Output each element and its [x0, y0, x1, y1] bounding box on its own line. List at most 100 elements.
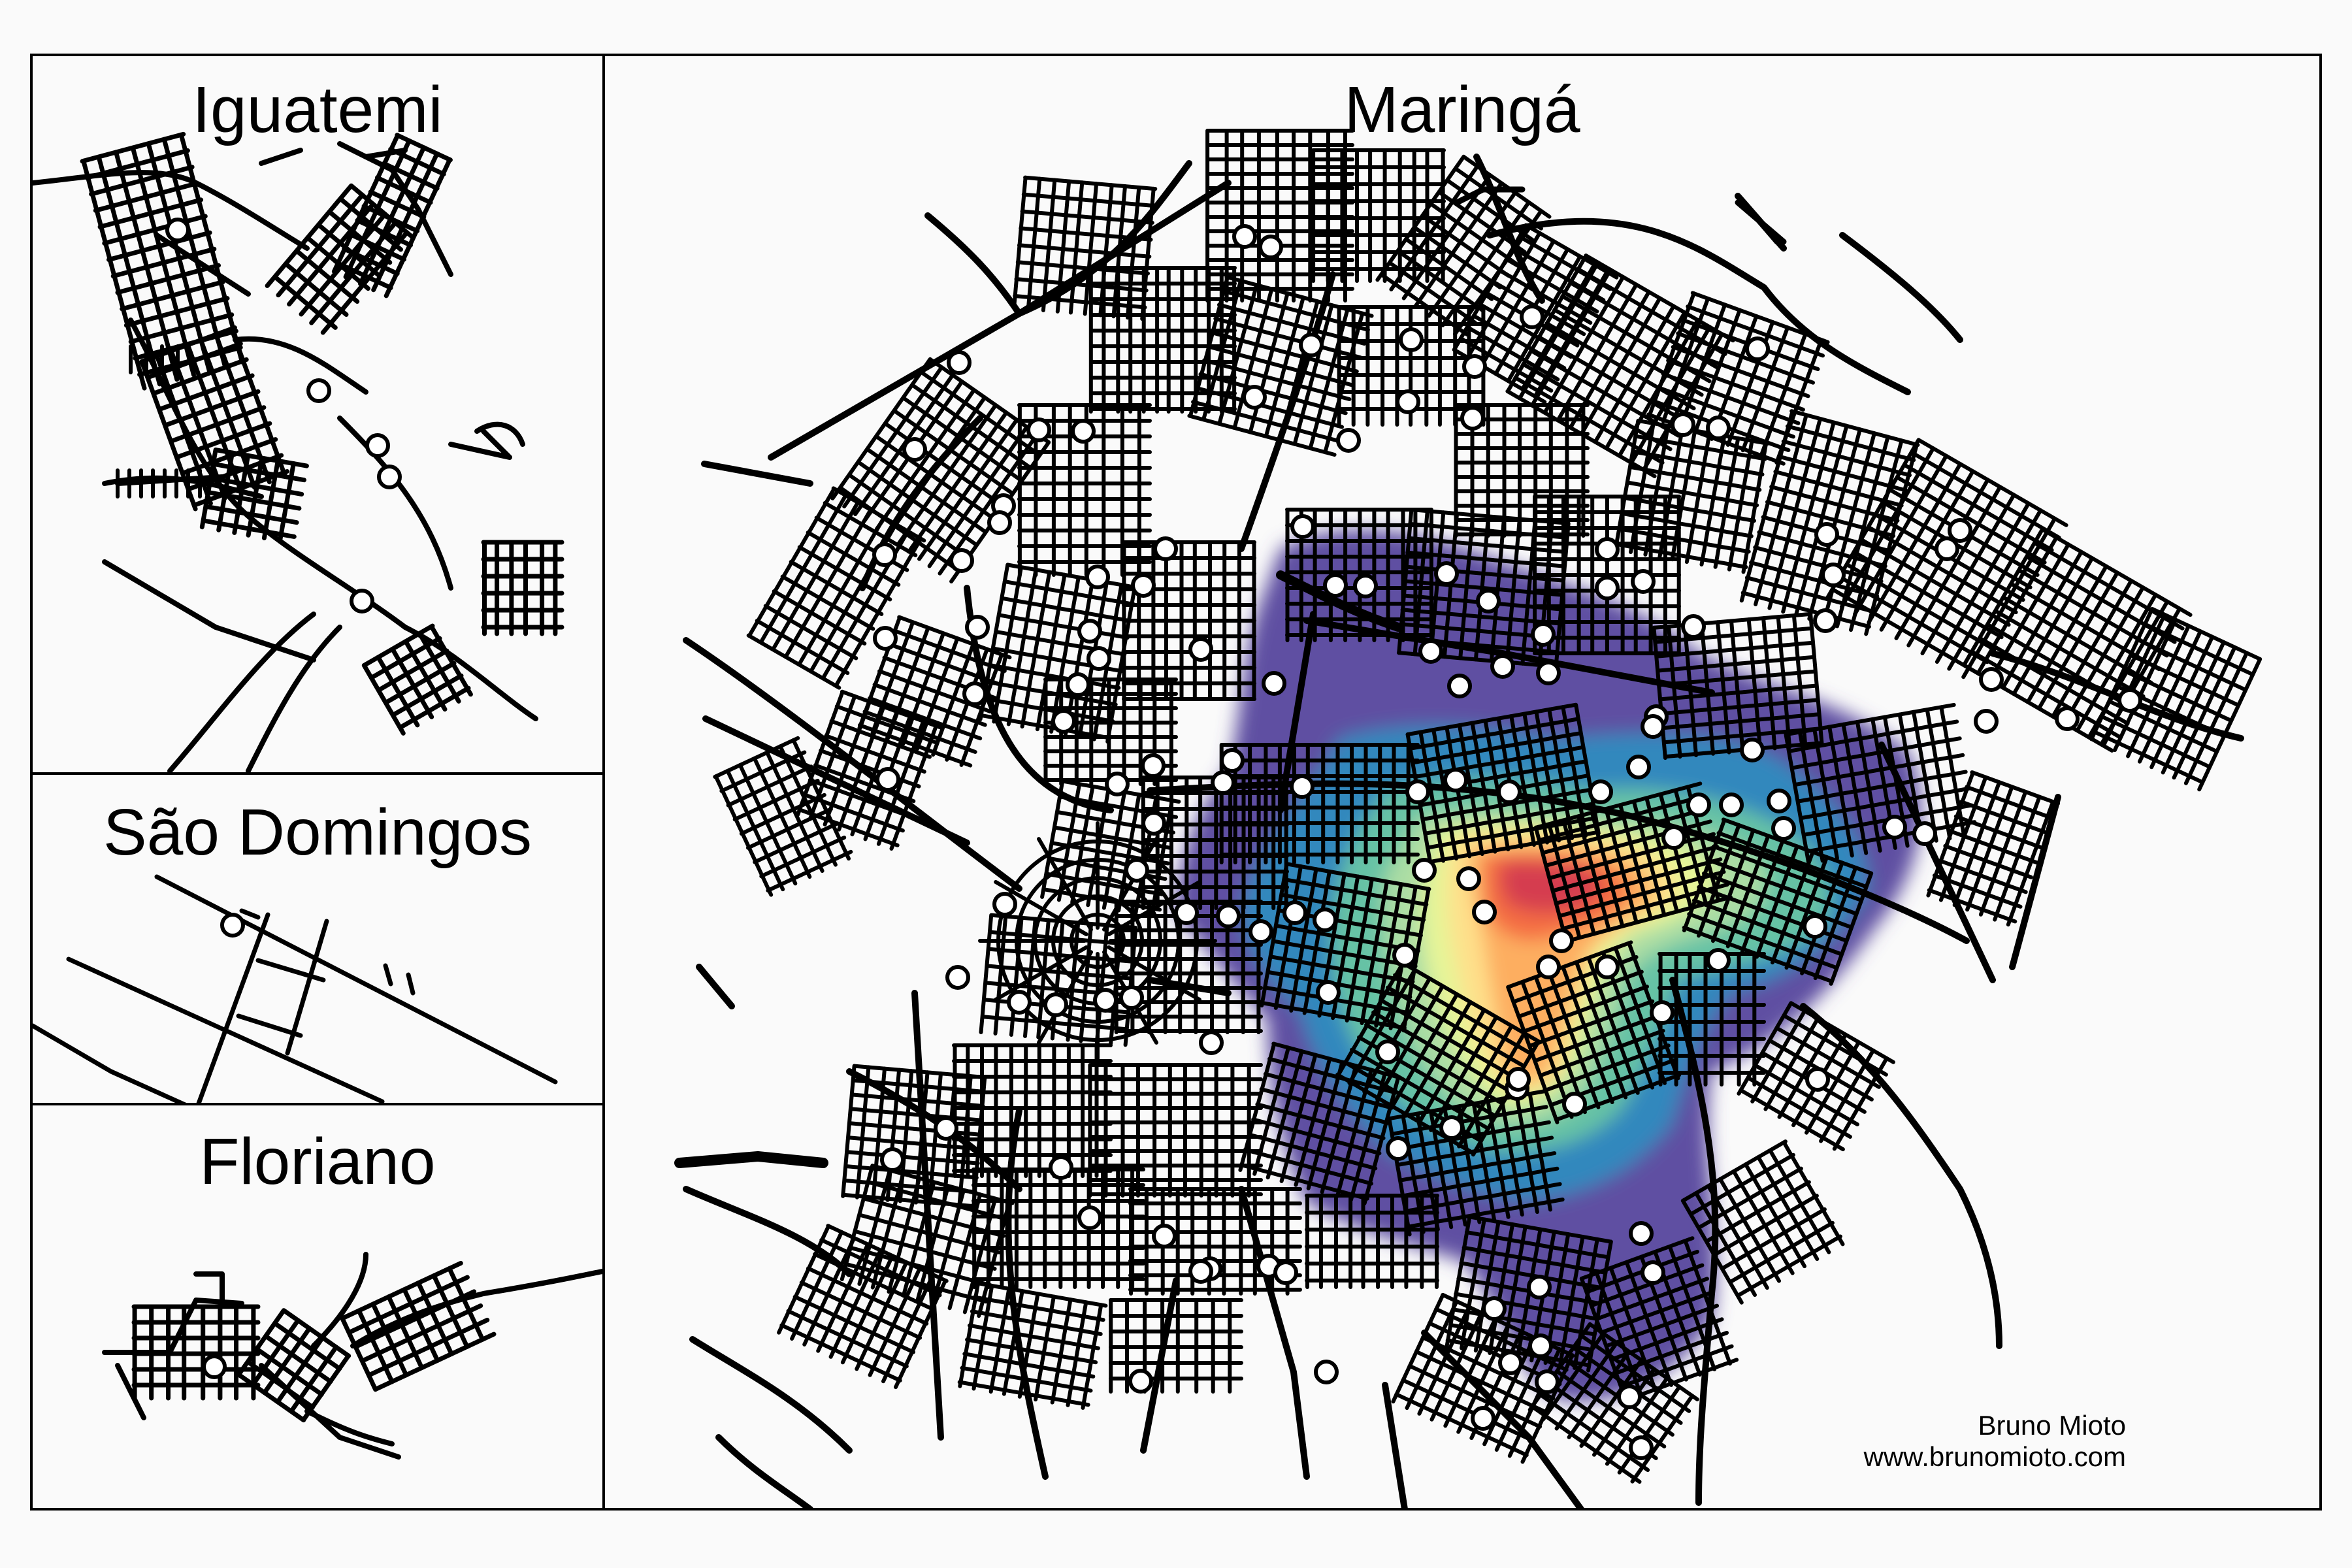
- iguatemi-point-markers: [165, 218, 402, 613]
- point-marker: [1262, 671, 1286, 696]
- point-marker: [962, 681, 987, 706]
- point-marker: [1706, 948, 1731, 973]
- point-marker: [1629, 1435, 1654, 1460]
- point-marker: [1617, 1384, 1642, 1409]
- point-marker: [1273, 1260, 1298, 1285]
- sao-domingos-map: [33, 874, 558, 1103]
- point-marker: [1562, 1092, 1587, 1117]
- panel-frame-main: [602, 54, 2322, 1511]
- point-marker: [1375, 1039, 1400, 1064]
- point-marker: [1535, 1369, 1560, 1394]
- point-marker: [1476, 589, 1501, 613]
- point-marker: [220, 913, 245, 938]
- point-marker: [1979, 667, 2004, 692]
- point-marker: [873, 626, 898, 651]
- point-marker: [1821, 563, 1846, 587]
- point-marker: [1462, 354, 1487, 379]
- point-marker: [1386, 1136, 1411, 1161]
- point-marker: [1472, 900, 1497, 924]
- point-marker: [350, 589, 374, 613]
- point-marker: [1141, 753, 1166, 778]
- iguatemi-map: [33, 131, 564, 772]
- point-marker: [1105, 772, 1130, 796]
- point-marker: [1974, 709, 1999, 734]
- point-marker: [1242, 385, 1267, 410]
- point-marker: [1443, 768, 1468, 792]
- main-map: [674, 129, 2262, 1508]
- panel-title-floriano: Floriano: [199, 1125, 435, 1198]
- point-marker: [1528, 1333, 1553, 1358]
- point-marker: [1497, 779, 1522, 804]
- point-marker: [1405, 779, 1430, 804]
- point-marker: [1026, 417, 1051, 442]
- point-marker: [1771, 816, 1796, 841]
- point-marker: [1456, 866, 1481, 891]
- point-marker: [1447, 674, 1472, 698]
- point-marker: [1629, 1221, 1654, 1246]
- point-marker: [880, 1147, 905, 1172]
- point-marker: [1506, 1067, 1531, 1092]
- point-marker: [1813, 608, 1838, 633]
- point-marker: [1595, 537, 1620, 562]
- point-marker: [1536, 661, 1561, 685]
- sao-domingos-point-markers: [220, 913, 245, 938]
- point-marker: [1631, 569, 1656, 594]
- point-marker: [1490, 654, 1515, 679]
- point-marker: [1482, 1296, 1507, 1321]
- point-marker: [1641, 1260, 1665, 1285]
- point-marker: [1719, 792, 1744, 817]
- point-marker: [1527, 1275, 1552, 1299]
- point-marker: [1077, 1205, 1102, 1230]
- point-marker: [1460, 406, 1485, 431]
- point-marker: [1498, 1350, 1523, 1375]
- point-marker: [875, 767, 900, 792]
- point-marker: [947, 350, 972, 375]
- point-marker: [1706, 416, 1731, 440]
- point-marker: [1290, 774, 1315, 799]
- panel-title-sao-domingos: São Domingos: [103, 796, 532, 869]
- point-marker: [1650, 1000, 1674, 1025]
- point-marker: [1220, 748, 1245, 773]
- point-marker: [1174, 900, 1199, 925]
- point-marker: [1392, 943, 1417, 968]
- point-marker: [1077, 619, 1102, 644]
- point-marker: [1085, 564, 1110, 589]
- point-marker: [1258, 235, 1283, 259]
- point-marker: [934, 1116, 958, 1141]
- point-marker: [1595, 576, 1620, 600]
- point-marker: [1686, 792, 1711, 817]
- point-marker: [1290, 514, 1315, 539]
- point-marker: [1948, 518, 1972, 543]
- point-marker: [1086, 646, 1111, 671]
- point-marker: [2055, 706, 2080, 731]
- point-marker: [1626, 755, 1651, 779]
- point-marker: [377, 465, 402, 489]
- point-marker: [1282, 900, 1307, 925]
- point-marker: [1316, 980, 1341, 1005]
- point-marker: [1216, 904, 1241, 928]
- road-network: [674, 129, 2262, 1508]
- point-marker: [1418, 639, 1443, 664]
- point-marker: [1299, 333, 1324, 357]
- floriano-point-markers: [202, 1354, 227, 1379]
- point-marker: [1681, 614, 1706, 639]
- point-marker: [1071, 419, 1096, 444]
- point-marker: [1188, 1259, 1213, 1284]
- point-marker: [306, 378, 331, 403]
- point-marker: [1313, 907, 1337, 932]
- point-marker: [1232, 224, 1257, 249]
- point-marker: [1434, 561, 1459, 586]
- point-marker: [987, 510, 1012, 535]
- point-marker: [1188, 637, 1213, 662]
- point-marker: [1520, 304, 1544, 329]
- point-marker: [949, 548, 974, 573]
- point-marker: [1323, 573, 1348, 598]
- point-marker: [1353, 574, 1378, 598]
- point-marker: [1152, 1224, 1177, 1249]
- point-marker: [965, 615, 990, 640]
- point-marker: [1767, 789, 1791, 813]
- point-marker: [1882, 815, 1907, 840]
- point-marker: [1141, 811, 1166, 836]
